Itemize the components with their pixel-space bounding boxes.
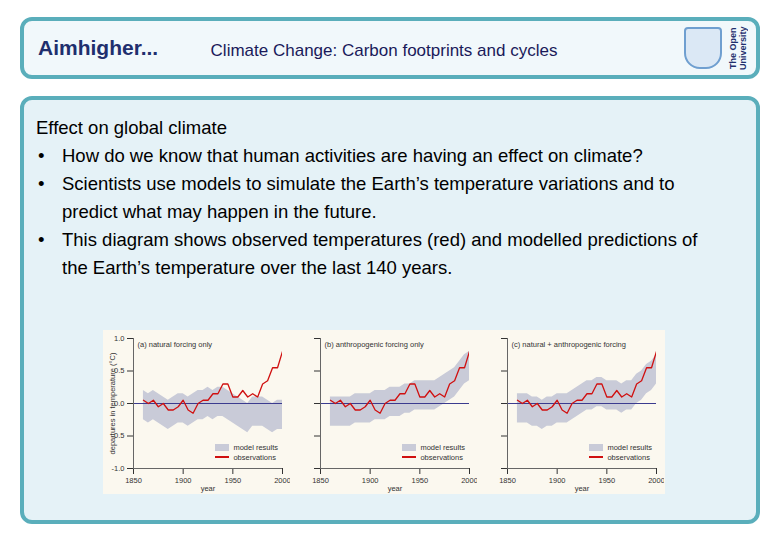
html-text:This diagram shows observed te: This diagram shows observed temperatures… bbox=[62, 229, 698, 278]
html-text:Scientists use models to simul: Scientists use models to simulate the Ea… bbox=[62, 173, 675, 222]
svg-text:-1.0: -1.0 bbox=[112, 464, 125, 473]
html-text:How do we know that human acti: How do we know that human activities are… bbox=[62, 145, 643, 166]
html-text:Climate Change: Carbon footpri: Climate Change: Carbon footprints and cy… bbox=[210, 41, 558, 60]
svg-text:1850: 1850 bbox=[125, 476, 142, 485]
svg-text:(c) natural + anthropogenic fo: (c) natural + anthropogenic forcing bbox=[512, 340, 626, 349]
svg-text:1950: 1950 bbox=[411, 476, 428, 485]
html-text:observations: observations bbox=[420, 452, 463, 462]
html-text:observations: observations bbox=[607, 452, 650, 462]
svg-text:-0.5: -0.5 bbox=[111, 431, 125, 441]
svg-text:(b) anthropogenic forcing only: (b) anthropogenic forcing only bbox=[325, 340, 424, 349]
svg-text:2000: 2000 bbox=[648, 476, 664, 485]
html-text:model results: model results bbox=[233, 442, 278, 452]
svg-text:year: year bbox=[201, 484, 216, 493]
svg-text:1.0: 1.0 bbox=[114, 334, 124, 343]
svg-text:departures in temperature (°C): departures in temperature (°C) bbox=[108, 352, 117, 454]
html-text:model results: model results bbox=[420, 442, 465, 452]
html-text:Effect on global climate: Effect on global climate bbox=[36, 117, 227, 138]
svg-text:year: year bbox=[388, 484, 403, 493]
svg-text:1900: 1900 bbox=[549, 476, 566, 485]
svg-text:1900: 1900 bbox=[362, 476, 379, 485]
html-text:The Open University: The Open University bbox=[728, 26, 748, 70]
svg-text:1850: 1850 bbox=[312, 476, 329, 485]
svg-text:1950: 1950 bbox=[224, 476, 241, 485]
svg-text:2000: 2000 bbox=[461, 476, 477, 485]
svg-text:1950: 1950 bbox=[598, 476, 615, 485]
html-text:Aimhigher...: Aimhigher... bbox=[38, 36, 159, 59]
svg-text:1850: 1850 bbox=[499, 476, 516, 485]
svg-text:year: year bbox=[575, 484, 590, 493]
svg-text:(a) natural forcing only: (a) natural forcing only bbox=[138, 340, 213, 349]
svg-text:2000: 2000 bbox=[274, 476, 290, 485]
html-text:observations: observations bbox=[233, 452, 276, 462]
svg-text:1900: 1900 bbox=[175, 476, 192, 485]
html-text:model results: model results bbox=[607, 442, 652, 452]
svg-text:0.0: 0.0 bbox=[114, 398, 125, 408]
svg-text:0.5: 0.5 bbox=[114, 366, 125, 376]
